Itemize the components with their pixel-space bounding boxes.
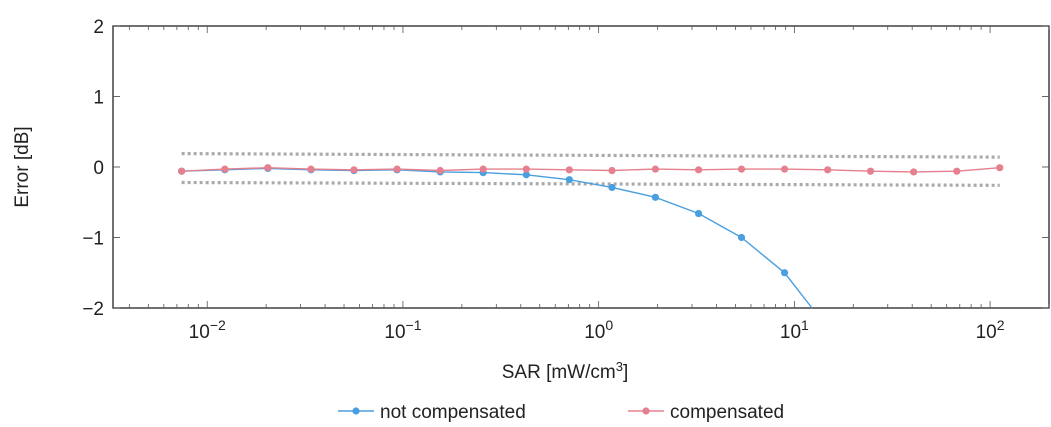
data-point-not-compensated xyxy=(694,209,703,218)
y-axis: 2 1 0 −1 −2 xyxy=(82,17,1049,320)
x-axis: 10−2 10−1 100 101 102 xyxy=(189,317,1005,343)
data-point-not-compensated xyxy=(780,269,789,277)
x-axis-title: SAR [mW/cm3] xyxy=(502,359,629,384)
data-point-compensated xyxy=(866,167,875,175)
data-point-compensated xyxy=(522,165,530,173)
data-point-compensated xyxy=(565,166,573,174)
data-point-compensated xyxy=(824,166,832,174)
series-layer xyxy=(178,164,1004,309)
plot-frame xyxy=(112,25,1050,309)
x-axis-title-main: SAR [mW/cm xyxy=(502,362,616,383)
data-point-compensated xyxy=(608,166,616,175)
data-point-compensated xyxy=(264,164,272,172)
legend: not compensated compensated xyxy=(338,402,784,423)
data-point-not-compensated xyxy=(522,171,530,179)
y-tick-label: 2 xyxy=(93,17,104,38)
data-point-not-compensated xyxy=(737,233,746,242)
minor-ticks xyxy=(128,26,1050,308)
plot-area xyxy=(112,25,1050,309)
data-point-compensated xyxy=(178,167,186,175)
y-axis-title: Error [dB] xyxy=(12,126,33,207)
data-point-not-compensated xyxy=(608,183,616,192)
y-tick-label: −1 xyxy=(82,229,104,250)
data-point-compensated xyxy=(694,166,703,174)
x-axis-title-sup: 3 xyxy=(616,359,623,374)
legend-marker-not-compensated xyxy=(352,407,360,415)
x-tick-label: 102 xyxy=(976,317,1005,343)
y-tick-label: 0 xyxy=(93,158,104,179)
legend-item-compensated: compensated xyxy=(628,402,784,423)
data-point-compensated xyxy=(393,165,401,173)
data-point-not-compensated xyxy=(565,176,573,184)
series-line-compensated xyxy=(181,166,1000,173)
legend-label-compensated: compensated xyxy=(670,402,784,423)
x-tick-label: 10−2 xyxy=(189,317,226,343)
data-point-compensated xyxy=(910,168,918,176)
x-tick-label: 10−1 xyxy=(384,317,421,343)
series-compensated xyxy=(178,164,1004,176)
x-tick-label: 100 xyxy=(584,317,613,343)
legend-marker-compensated xyxy=(642,407,650,415)
data-point-compensated xyxy=(780,165,789,173)
legend-item-not-compensated: not compensated xyxy=(338,402,526,423)
data-point-compensated xyxy=(307,165,315,173)
data-point-compensated xyxy=(953,167,961,175)
data-point-compensated xyxy=(350,166,358,174)
x-axis-title-end: ] xyxy=(623,362,628,383)
data-point-compensated xyxy=(651,165,660,173)
tolerance-band-upper xyxy=(181,152,1000,159)
x-tick-label: 101 xyxy=(780,317,809,343)
data-point-compensated xyxy=(221,165,229,173)
data-point-compensated xyxy=(737,165,746,173)
data-point-compensated xyxy=(479,165,487,173)
y-tick-label: −2 xyxy=(82,299,104,320)
y-tick-label: 1 xyxy=(93,88,104,109)
data-point-compensated xyxy=(436,166,444,175)
legend-label-not-compensated: not compensated xyxy=(380,402,526,423)
data-point-compensated xyxy=(996,164,1004,172)
data-point-not-compensated xyxy=(651,193,660,201)
